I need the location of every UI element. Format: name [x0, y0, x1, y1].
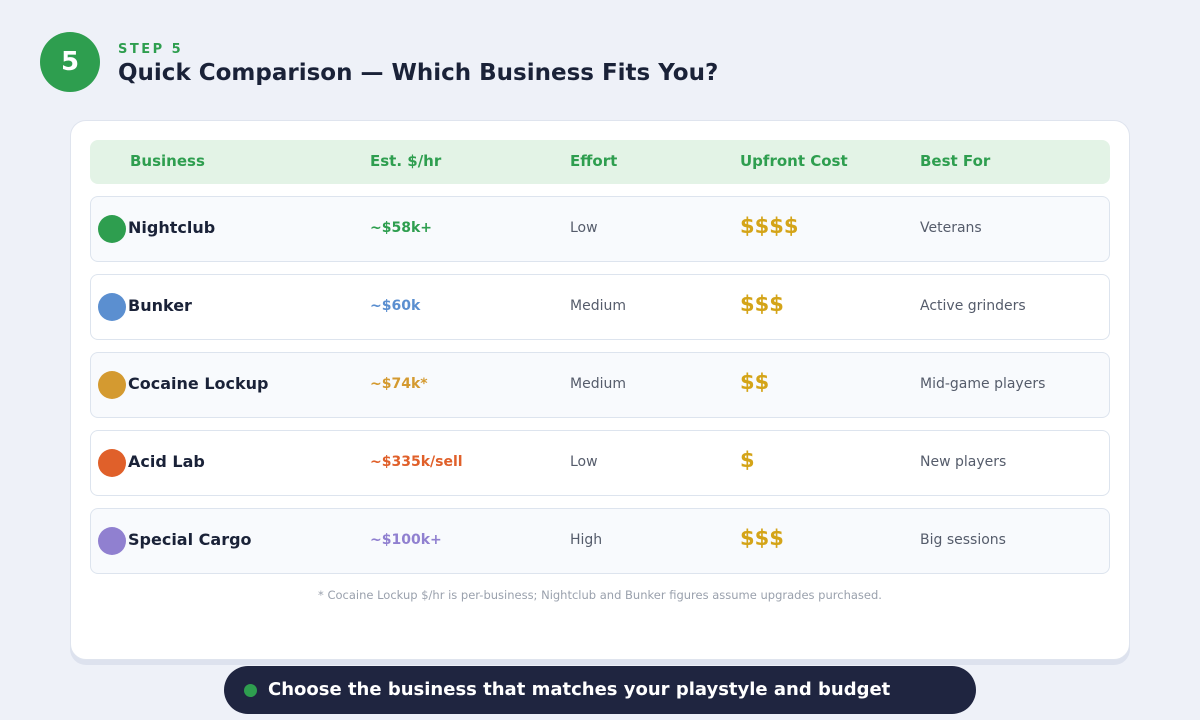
banner-dot [244, 684, 257, 697]
business-name: Nightclub [128, 218, 216, 237]
step-badge: 5 [40, 32, 100, 92]
banner [224, 666, 976, 714]
est-hourly: ~$60k [370, 298, 421, 314]
effort: Medium [570, 376, 626, 392]
banner-text: Choose the business that matches your pl… [268, 679, 891, 700]
upfront-cost: $$$$ [740, 214, 799, 238]
row-dot [98, 293, 126, 321]
upfront-cost: $$ [740, 370, 770, 394]
table-header [90, 140, 1110, 184]
title: Quick Comparison — Which Business Fits Y… [118, 60, 719, 86]
footnote: * Cocaine Lockup $/hr is per-business; N… [318, 588, 882, 602]
est-hourly: ~$58k+ [370, 220, 432, 236]
est-hourly: ~$335k/sell [370, 454, 463, 470]
effort: Medium [570, 298, 626, 314]
best-for: Big sessions [920, 532, 1006, 548]
upfront-cost: $$$ [740, 292, 784, 316]
business-name: Acid Lab [128, 452, 205, 471]
table-row [90, 274, 1110, 340]
table-row [90, 196, 1110, 262]
column-header: Upfront Cost [740, 152, 848, 170]
row-dot [98, 527, 126, 555]
effort: Low [570, 220, 598, 236]
business-name: Cocaine Lockup [128, 374, 269, 393]
table-row [90, 430, 1110, 496]
column-header: Best For [920, 152, 991, 170]
best-for: Mid-game players [920, 376, 1046, 392]
best-for: New players [920, 454, 1007, 470]
row-dot [98, 449, 126, 477]
business-name: Special Cargo [128, 530, 252, 549]
best-for: Veterans [920, 220, 982, 236]
column-header: Est. $/hr [370, 152, 442, 170]
table-row [90, 352, 1110, 418]
upfront-cost: $ [740, 448, 755, 472]
est-hourly: ~$74k* [370, 376, 428, 392]
table-row [90, 508, 1110, 574]
column-header: Business [130, 152, 205, 170]
effort: Low [570, 454, 598, 470]
business-name: Bunker [128, 296, 192, 315]
best-for: Active grinders [920, 298, 1026, 314]
row-dot [98, 371, 126, 399]
est-hourly: ~$100k+ [370, 532, 442, 548]
row-dot [98, 215, 126, 243]
step-label: STEP 5 [118, 42, 184, 57]
upfront-cost: $$$ [740, 526, 784, 550]
column-header: Effort [570, 152, 618, 170]
effort: High [570, 532, 603, 548]
